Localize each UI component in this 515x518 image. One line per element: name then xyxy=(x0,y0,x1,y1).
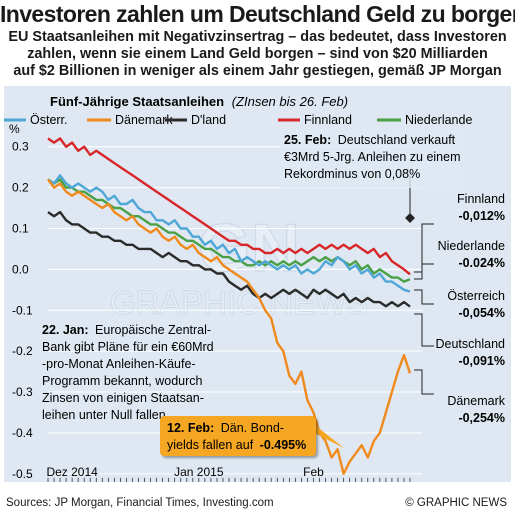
feb25-text-line: Rekordminus von 0,08% xyxy=(284,167,420,181)
series-line xyxy=(47,210,411,308)
jan22-text-line: leihen unter Null fallen xyxy=(42,408,166,422)
end-label-value: -0.024% xyxy=(458,256,505,270)
legend: Österr. Dänemark D'land Finnland Niederlande xyxy=(0,113,472,127)
y-tick-label: -0.3 xyxy=(12,385,33,399)
x-tick-label: Dez 2014 xyxy=(46,465,98,479)
end-label-value: -0,091% xyxy=(458,354,505,368)
feb25-marker xyxy=(405,213,415,223)
chart-title-note: (ZInsen bis 26. Feb) xyxy=(232,94,348,109)
legend-label: Dänemark xyxy=(115,113,173,127)
y-tick-label: 0.1 xyxy=(12,221,29,235)
y-tick-label: 0.3 xyxy=(12,140,29,154)
endlabel-connector xyxy=(414,223,434,273)
feb12-date: 12. Feb: xyxy=(167,421,214,435)
y-tick-label: -0.5 xyxy=(12,467,33,481)
chart-panel: GN GRAPHIC NEWS Fünf-Jährige Staatsanlei… xyxy=(0,86,511,483)
y-tick-label: 0.0 xyxy=(12,262,29,276)
feb25-annotation: 25. Feb: Deutschland verkauft €3Mrd 5-Jr… xyxy=(280,130,460,188)
jan22-text-line: Programm bekannt, wodurch xyxy=(42,374,203,388)
feb25-date: 25. Feb: xyxy=(284,133,331,147)
x-tick-label: Feb xyxy=(303,465,324,479)
feb12-callout: 12. Feb: Dän. Bond- yields fallen auf -0… xyxy=(160,416,344,456)
subheadline-line: EU Staatsanleihen mit Negativzinsertrag … xyxy=(8,29,507,45)
subheadline-line: zahlen, wenn sie einem Land Geld borgen … xyxy=(27,46,488,62)
svg-text:25. Feb: Deutschland v: 25. Feb: Deutschland verkauft xyxy=(284,133,456,147)
y-tick-label: 0.2 xyxy=(12,181,29,195)
annotation-connectors xyxy=(405,176,434,395)
svg-text:22. Jan: Europäische Z: 22. Jan: Europäische Zentral- xyxy=(42,323,211,337)
endlabel-connector xyxy=(414,289,434,305)
series-line xyxy=(47,137,411,276)
end-label-value: -0,054% xyxy=(458,306,505,320)
svg-text:yields fallen auf -0.4: yields fallen auf -0.495% xyxy=(167,438,306,452)
jan22-text-line: Zinsen von einigen Staatsan- xyxy=(42,391,204,405)
jan22-annotation: 22. Jan: Europäische Zentral- Bank gibt … xyxy=(42,323,214,422)
feb12-text: yields fallen auf xyxy=(167,438,254,452)
end-labels: Finnland -0,012% Niederlande -0.024% Öst… xyxy=(436,192,506,425)
endlabel-connector xyxy=(414,263,434,280)
y-tick-label: -0.1 xyxy=(12,303,33,317)
feb25-annotation-box xyxy=(280,130,460,188)
line-chart: GN GRAPHIC NEWS Fünf-Jährige Staatsanlei… xyxy=(0,94,506,483)
subheadline: EU Staatsanleihen mit Negativzinsertrag … xyxy=(4,29,511,80)
x-axis: Dez 2014 Jan 2015 Feb xyxy=(46,465,411,483)
watermark: GN GRAPHIC NEWS xyxy=(109,209,369,321)
x-tick-label: Jan 2015 xyxy=(174,465,224,479)
feb12-callout-box xyxy=(160,416,316,456)
end-label-name: Österreich xyxy=(447,289,505,303)
series-lines xyxy=(47,137,412,475)
legend-label: D'land xyxy=(191,113,226,127)
end-label-name: Niederlande xyxy=(438,239,505,253)
feb12-value: -0.495% xyxy=(260,438,307,452)
legend-label: Finnland xyxy=(304,113,352,127)
jan22-text-line: Bank gibt Pläne für ein €60Mrd xyxy=(42,340,214,354)
legend-label: Niederlande xyxy=(405,113,472,127)
series-line xyxy=(47,174,411,293)
end-label-value: -0,254% xyxy=(458,411,505,425)
end-label-name: Deutschland xyxy=(436,337,506,351)
y-tick-label: -0.4 xyxy=(12,426,33,440)
feb25-text-line: Deutschland verkauft xyxy=(338,133,456,147)
y-axis-unit: % xyxy=(9,122,20,136)
end-label-name: Finnland xyxy=(457,192,505,206)
feb25-text-line: €3Mrd 5-Jrg. Anleihen zu einem xyxy=(284,150,460,164)
endlabel-connector xyxy=(414,369,434,395)
headline: Investoren zahlen um Deutschland Geld zu… xyxy=(0,1,515,27)
chart-title-row: Fünf-Jährige Staatsanleihen (ZInsen bis … xyxy=(50,94,348,109)
endlabel-connector xyxy=(414,313,434,347)
end-label-name: Dänemark xyxy=(447,394,505,408)
legend-label: Österr. xyxy=(30,113,68,127)
end-label-value: -0,012% xyxy=(458,209,505,223)
y-tick-label: -0.2 xyxy=(12,344,33,358)
watermark-logo: GN xyxy=(198,210,300,286)
subheadline-line: auf $2 Billionen in weniger als einem Ja… xyxy=(13,63,502,79)
jan22-date: 22. Jan: xyxy=(42,323,89,337)
sources-text: Sources: JP Morgan, Financial Times, Inv… xyxy=(6,497,274,509)
series-line xyxy=(47,178,412,475)
svg-text:12. Feb: Dän. Bond-: 12. Feb: Dän. Bond- xyxy=(167,421,284,435)
credit-text: © GRAPHIC NEWS xyxy=(405,497,507,509)
chart-title: Fünf-Jährige Staatsanleihen xyxy=(50,94,224,109)
jan22-text-line: Europäische Zentral- xyxy=(95,323,211,337)
y-axis: 0.3 0.2 0.1 0.0 -0.1 -0.2 -0.3 -0.4 -0.5 xyxy=(12,140,33,481)
jan22-text-line: -pro-Monat Anleihen-Käufe- xyxy=(42,357,196,371)
feb12-text: Dän. Bond- xyxy=(221,421,284,435)
